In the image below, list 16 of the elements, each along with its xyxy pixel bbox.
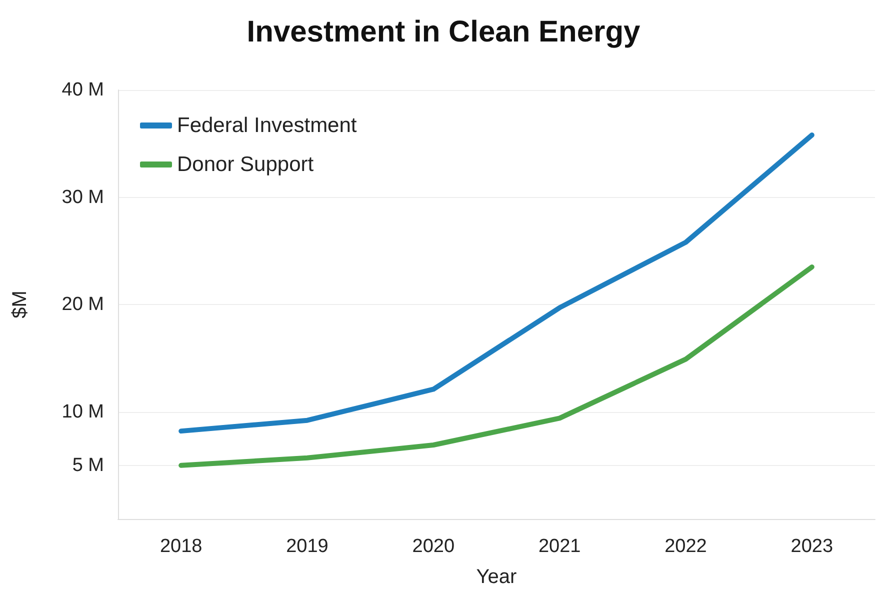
y-tick-label: 10 M xyxy=(62,401,104,422)
x-tick-label: 2023 xyxy=(790,536,834,557)
x-axis-title: Year xyxy=(476,566,518,588)
y-tick-label: 20 M xyxy=(62,294,104,315)
x-tick-label: 2022 xyxy=(664,536,707,557)
x-tick-label: 2019 xyxy=(286,536,328,557)
x-tick-label: 2020 xyxy=(412,536,455,557)
y-tick-label: 30 M xyxy=(62,186,104,208)
chart-title: Investment in Clean Energy xyxy=(246,16,641,48)
y-tick-label: 5 M xyxy=(72,454,104,476)
y-axis-title: $M xyxy=(9,290,31,318)
legend-label: Donor Support xyxy=(177,153,314,176)
legend-label: Federal Investment xyxy=(177,114,357,137)
x-tick-label: 2021 xyxy=(538,536,581,557)
x-tick-label: 2018 xyxy=(160,536,202,557)
y-tick-label: 40 M xyxy=(62,80,104,100)
